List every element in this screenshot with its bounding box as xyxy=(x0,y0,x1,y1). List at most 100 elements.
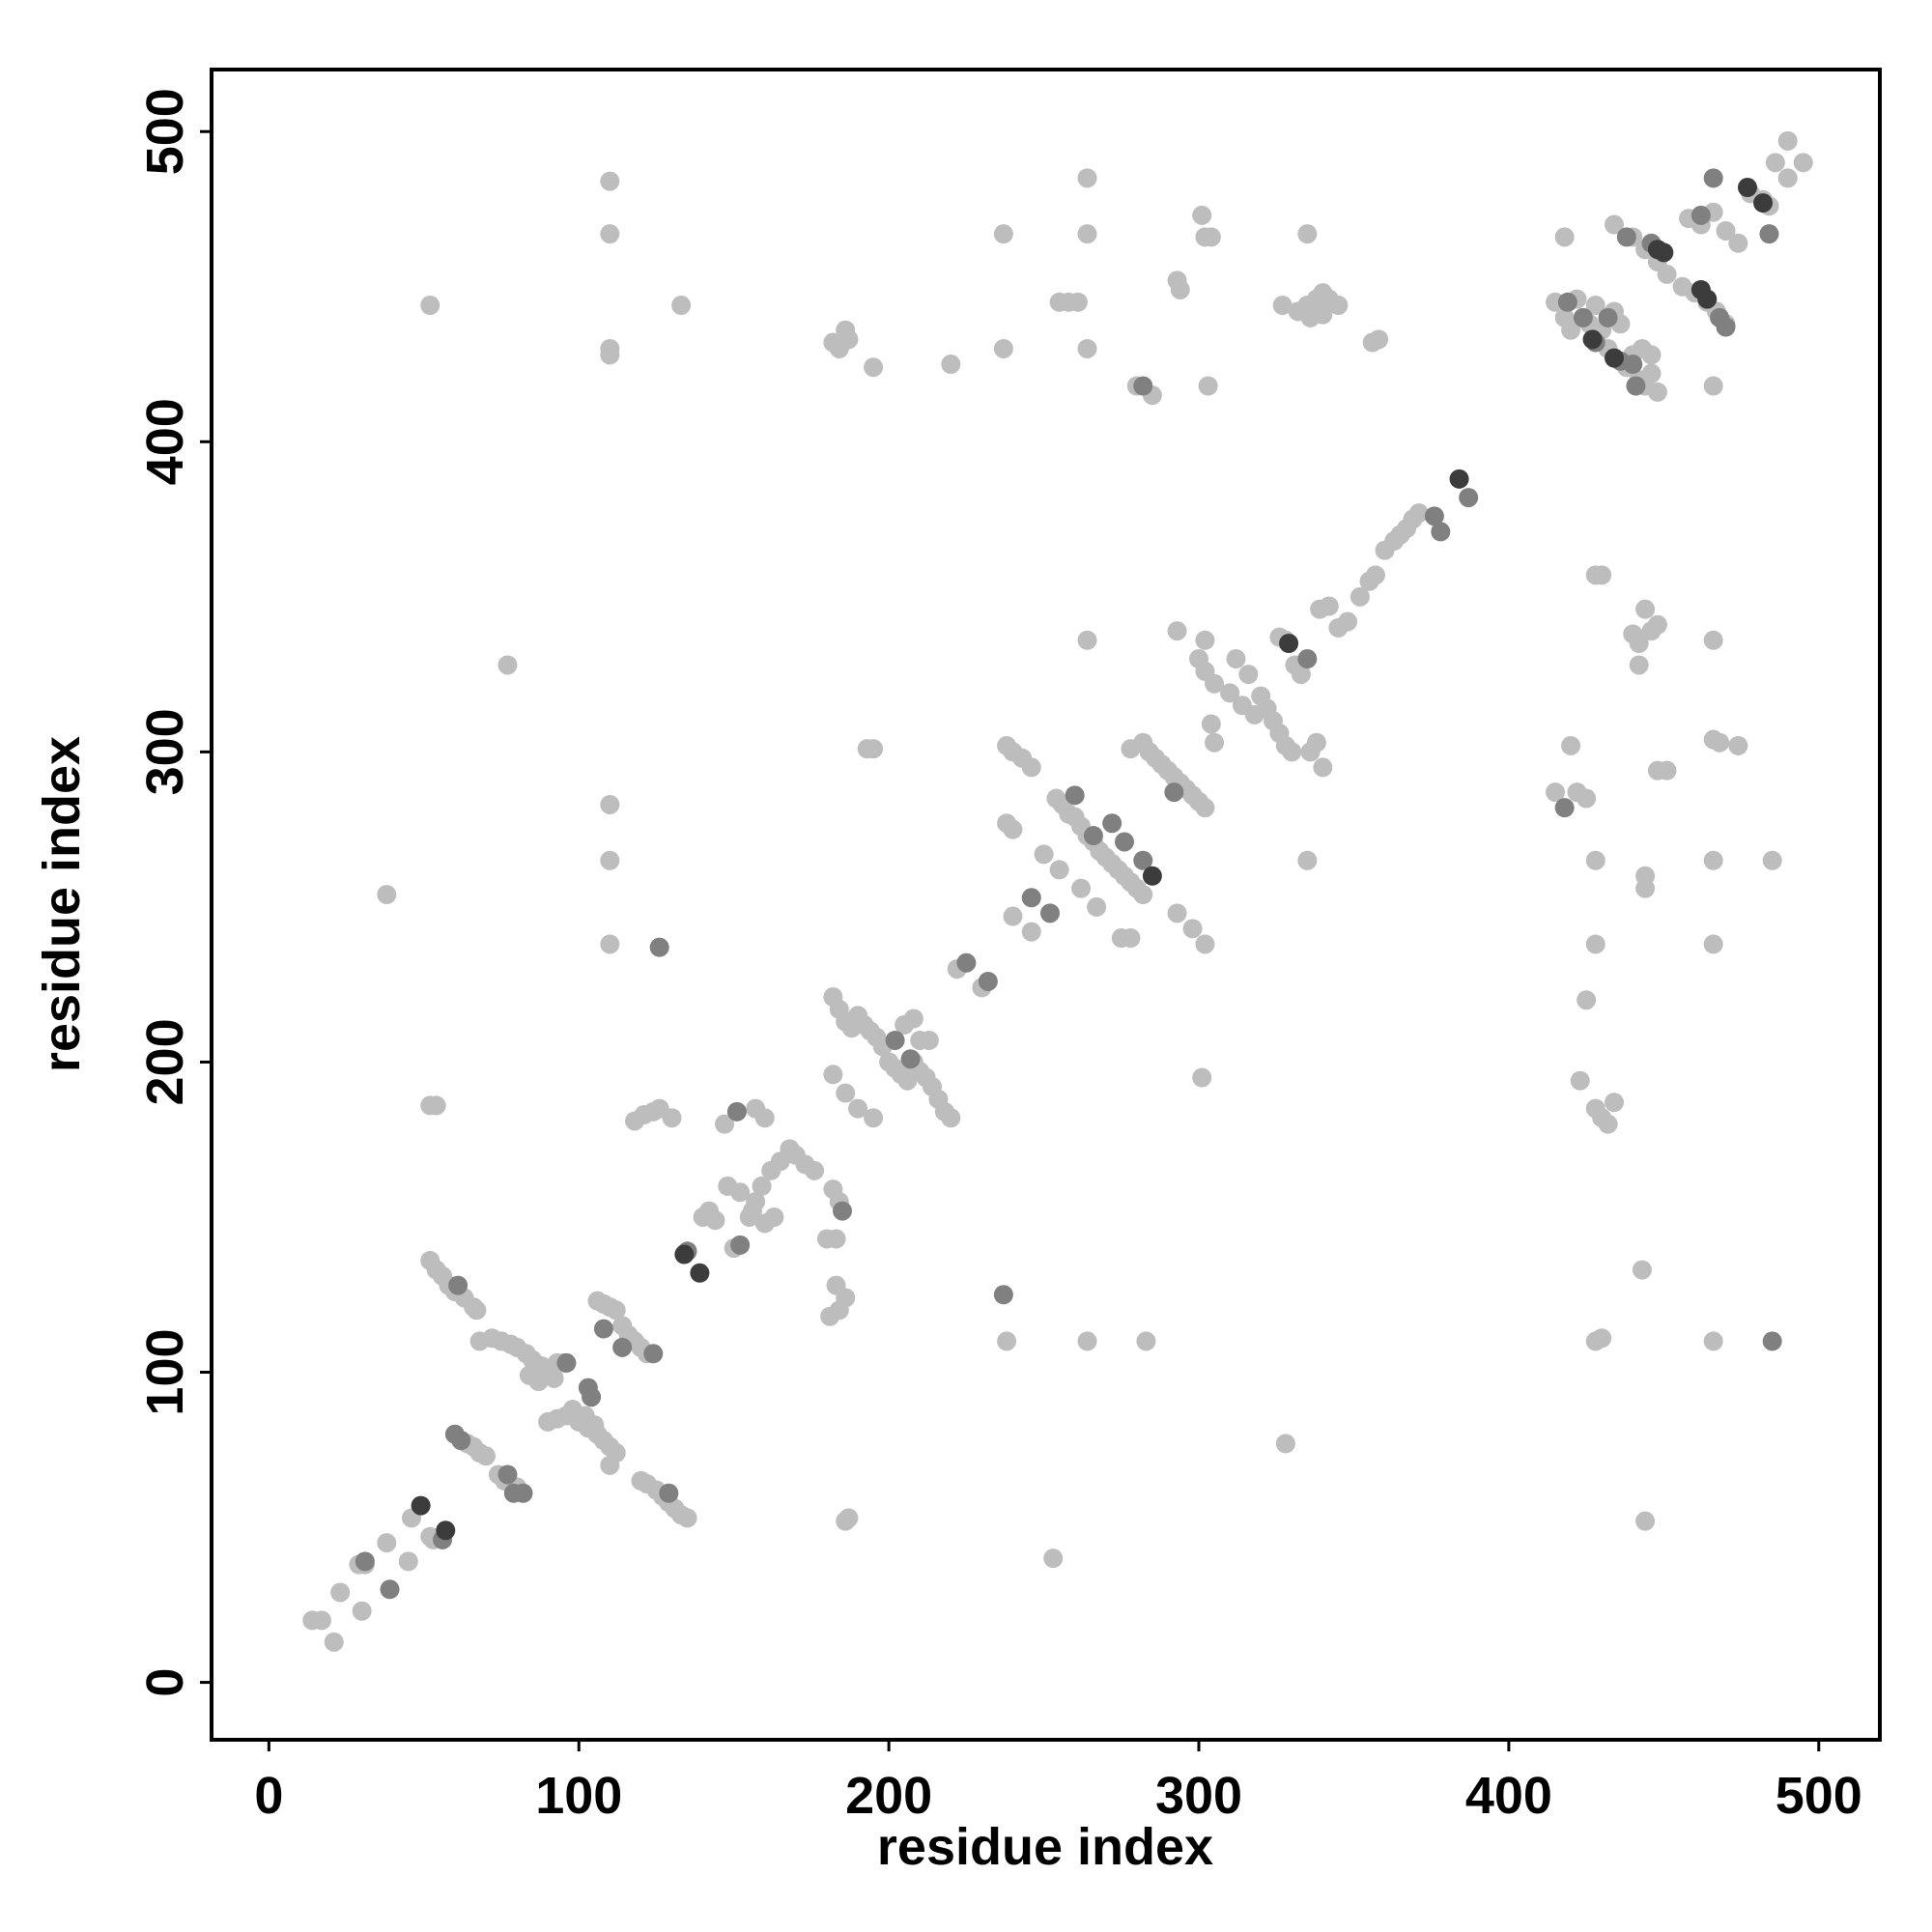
point xyxy=(677,1508,697,1528)
point xyxy=(1077,224,1097,244)
point xyxy=(1459,488,1479,508)
point xyxy=(1582,329,1603,350)
point xyxy=(746,1098,766,1119)
point xyxy=(1238,665,1259,685)
point xyxy=(1328,296,1349,316)
point xyxy=(1657,264,1677,284)
point xyxy=(311,1610,331,1631)
point xyxy=(836,1511,856,1531)
point xyxy=(1697,289,1718,309)
point xyxy=(1737,178,1757,198)
point xyxy=(1635,878,1656,898)
point xyxy=(1021,922,1041,942)
point xyxy=(497,1464,518,1485)
point xyxy=(1635,1511,1656,1531)
point xyxy=(1703,850,1723,870)
point xyxy=(1647,240,1667,260)
point xyxy=(352,1601,372,1621)
point xyxy=(1616,227,1636,247)
point xyxy=(1282,742,1302,762)
point xyxy=(1205,673,1225,694)
point xyxy=(1585,296,1605,316)
point xyxy=(1703,630,1723,650)
point xyxy=(1049,860,1069,880)
point xyxy=(1021,757,1041,778)
point xyxy=(544,1368,564,1388)
point xyxy=(1629,633,1649,653)
point xyxy=(519,1365,539,1385)
point xyxy=(836,1083,856,1103)
point xyxy=(941,355,961,375)
point xyxy=(420,296,440,316)
point xyxy=(805,1160,825,1180)
point xyxy=(941,1108,961,1128)
point xyxy=(1690,205,1711,225)
point xyxy=(1195,630,1215,650)
point xyxy=(1561,735,1581,755)
point xyxy=(1142,866,1162,886)
point xyxy=(1195,798,1215,818)
point xyxy=(1021,888,1041,908)
point xyxy=(1319,596,1339,616)
point xyxy=(324,1632,344,1652)
point xyxy=(1577,788,1597,809)
point xyxy=(1765,153,1785,173)
point xyxy=(1716,317,1736,337)
point xyxy=(1777,168,1798,188)
point xyxy=(705,1210,725,1231)
point xyxy=(1585,934,1605,954)
point xyxy=(826,1229,846,1249)
point xyxy=(726,1101,747,1122)
y-tick-label: 100 xyxy=(136,1328,194,1415)
point xyxy=(1753,193,1774,213)
point xyxy=(1635,599,1656,619)
point xyxy=(1087,896,1107,917)
point xyxy=(1641,345,1662,365)
point xyxy=(1297,649,1318,669)
y-axis-title: residue index xyxy=(33,736,91,1072)
point xyxy=(1762,850,1782,870)
point xyxy=(1570,1070,1590,1091)
point xyxy=(1647,614,1667,635)
point xyxy=(575,1406,595,1426)
point xyxy=(600,794,620,814)
point xyxy=(1306,732,1326,753)
point xyxy=(593,1319,613,1339)
point xyxy=(919,1030,939,1050)
point xyxy=(864,357,884,378)
point xyxy=(411,1495,431,1516)
point xyxy=(1598,1114,1618,1134)
point xyxy=(1198,376,1218,396)
point xyxy=(742,1201,762,1221)
point xyxy=(1133,885,1153,905)
point xyxy=(1762,1331,1782,1351)
point xyxy=(662,1108,682,1128)
point xyxy=(1034,844,1054,865)
point xyxy=(730,1235,751,1255)
point xyxy=(1220,683,1240,703)
point xyxy=(448,1275,469,1295)
point xyxy=(1605,1093,1625,1113)
point xyxy=(1192,205,1212,225)
point xyxy=(1759,224,1779,244)
point xyxy=(1408,503,1429,524)
point xyxy=(993,224,1013,244)
point xyxy=(1182,919,1203,939)
point xyxy=(1554,798,1575,818)
point xyxy=(1102,813,1122,834)
point xyxy=(600,1455,620,1475)
point xyxy=(1170,279,1190,299)
point xyxy=(1605,348,1625,368)
point xyxy=(1164,782,1184,803)
point xyxy=(1195,934,1215,954)
point xyxy=(600,934,620,954)
point xyxy=(1557,292,1577,312)
point xyxy=(978,971,998,991)
point xyxy=(377,885,397,905)
point xyxy=(1716,220,1736,241)
point xyxy=(659,1483,679,1503)
point xyxy=(1365,565,1385,585)
point xyxy=(764,1207,784,1227)
point xyxy=(1275,1434,1295,1454)
